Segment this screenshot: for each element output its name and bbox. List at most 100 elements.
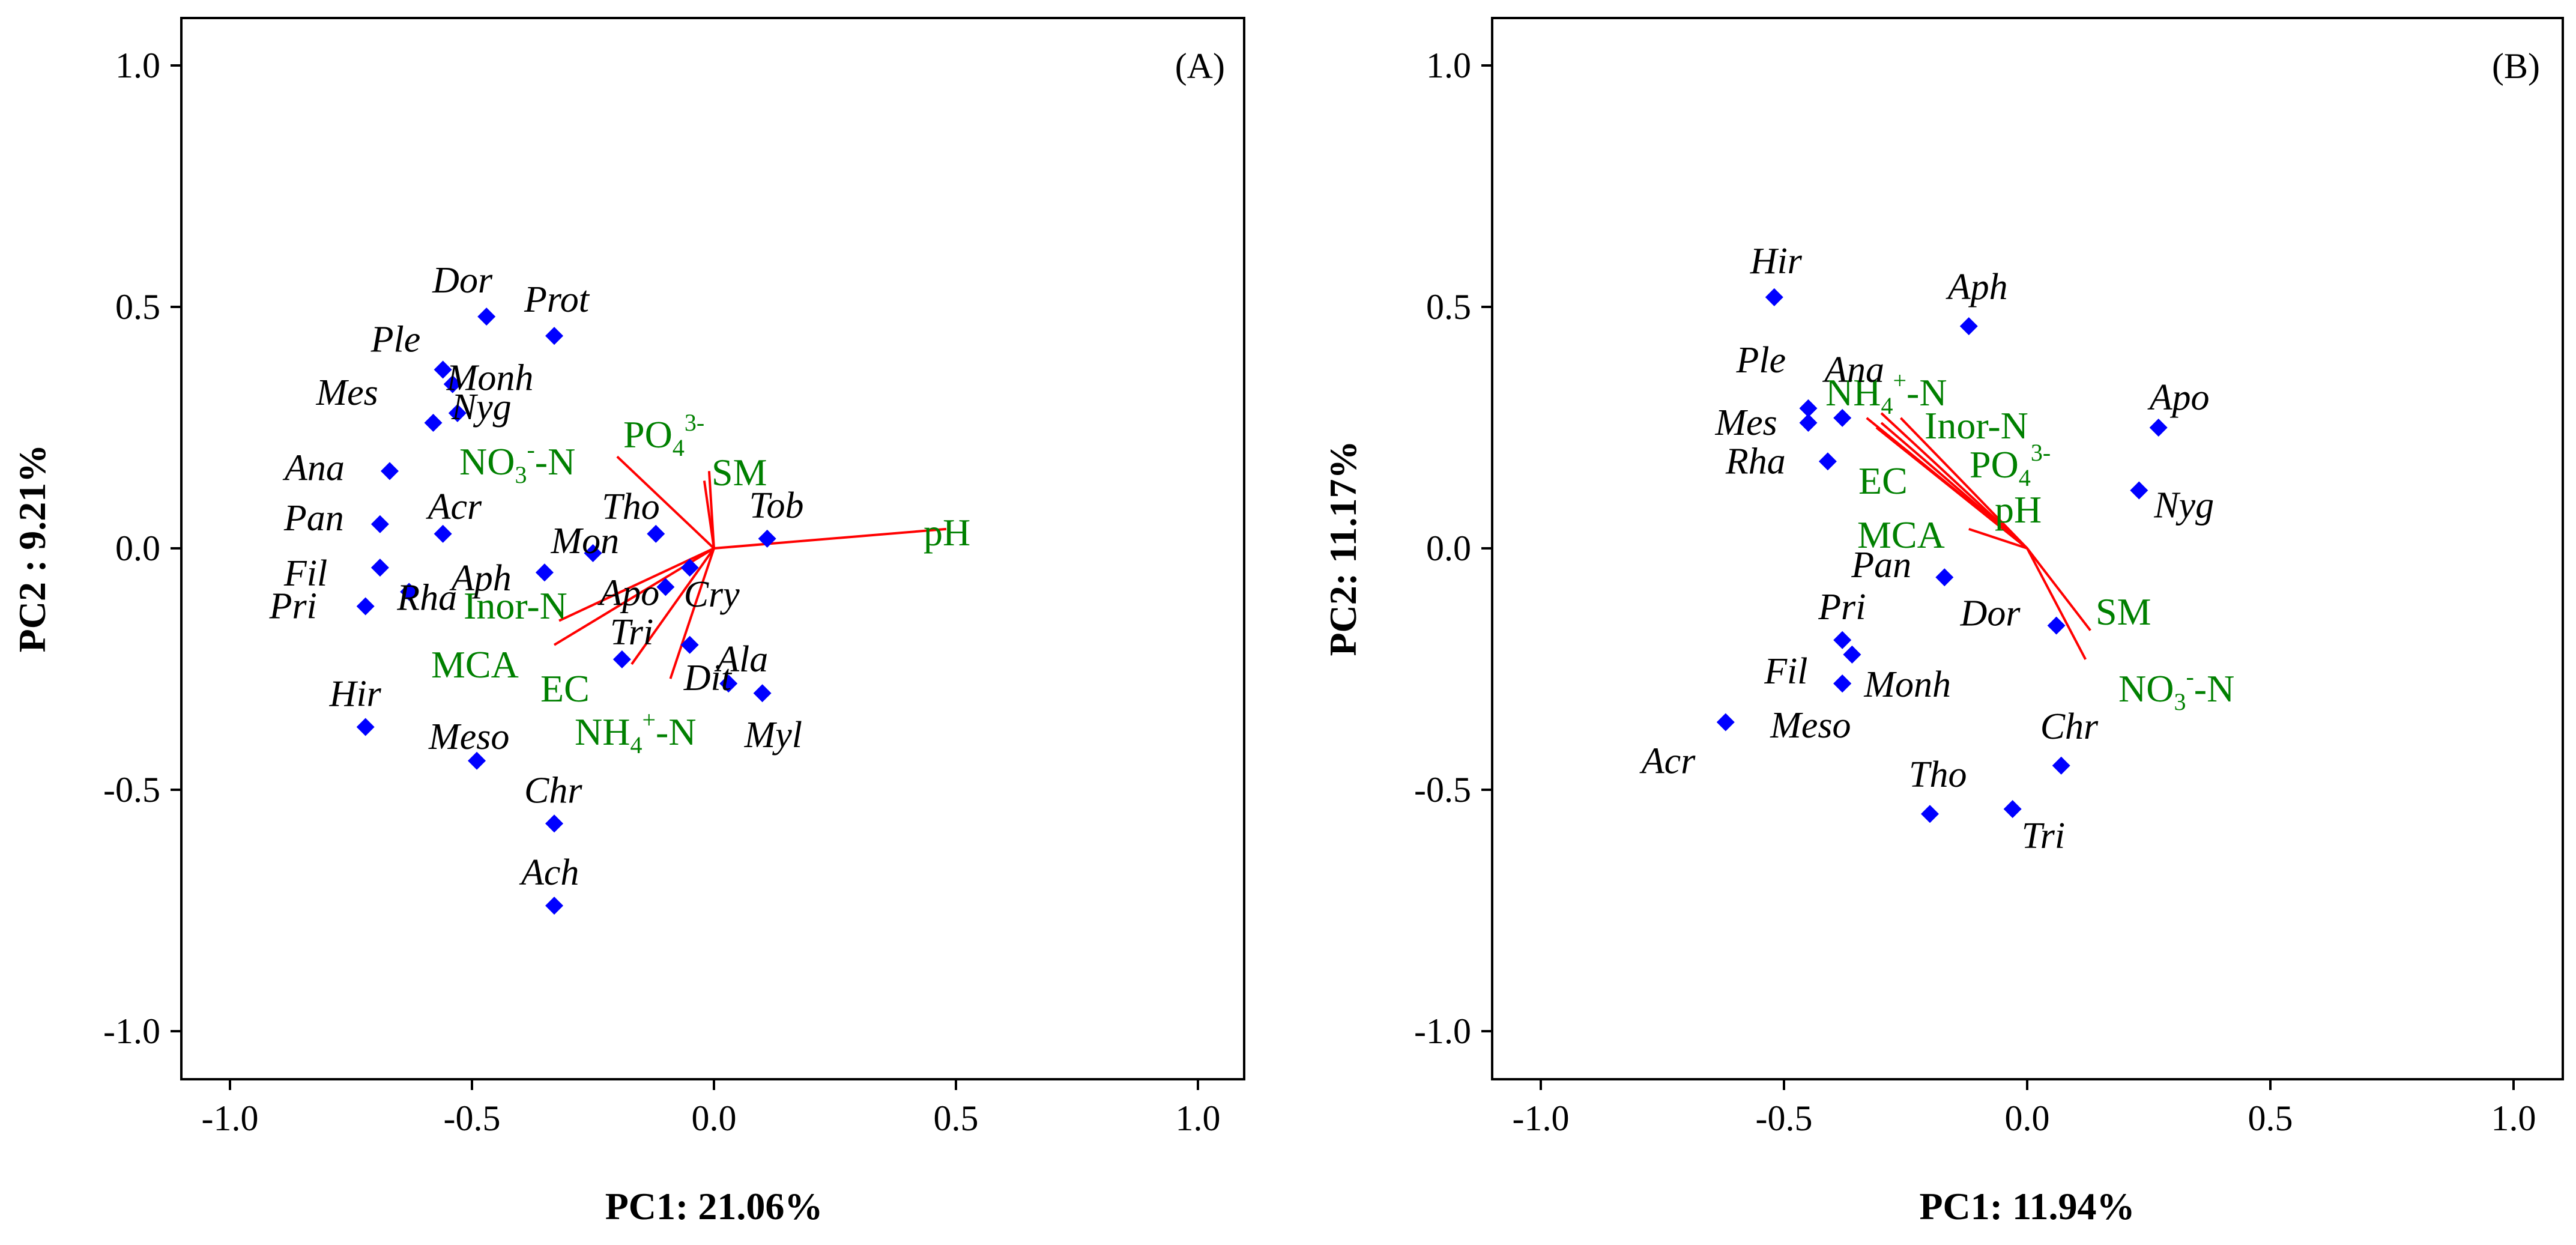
species-point	[753, 684, 772, 703]
species-label: Ple	[370, 320, 421, 360]
loading-vector	[1899, 417, 2028, 550]
species-label: Pri	[1818, 587, 1866, 628]
species-point	[380, 462, 399, 480]
species-point	[448, 404, 467, 422]
species-label: Chr	[524, 770, 582, 811]
species-label: Fil	[1764, 651, 1807, 692]
species-point	[2052, 756, 2070, 775]
species-label: Apo	[2147, 377, 2210, 418]
y-tick-label: 0.0	[115, 529, 160, 568]
species-point	[545, 896, 564, 915]
species-label: Aph	[449, 558, 512, 599]
loading-vector	[669, 548, 715, 679]
species-label: Tri	[2022, 816, 2065, 856]
panel-label: (B)	[2492, 46, 2540, 86]
x-tick-label: 0.5	[2248, 1098, 2293, 1138]
species-point	[2149, 419, 2168, 437]
species-point	[545, 814, 564, 833]
species-point	[647, 524, 665, 543]
variable-label: MCA	[1857, 513, 1945, 556]
x-tick-label: -1.0	[1513, 1098, 1570, 1138]
species-point	[719, 674, 738, 693]
species-label: Ple	[1736, 340, 1786, 381]
species-label: Dor	[1960, 593, 2021, 634]
species-label: Monh	[1863, 664, 1951, 705]
species-points	[356, 307, 776, 915]
species-point	[2003, 800, 2022, 819]
species-label: Ana	[282, 447, 345, 488]
species-point	[1833, 674, 1852, 693]
species-point	[356, 597, 375, 616]
species-point	[477, 307, 496, 326]
species-point	[1959, 317, 1978, 336]
species-point	[370, 559, 389, 577]
variable-label: NO3--N	[459, 436, 575, 488]
species-label: Dor	[432, 260, 493, 301]
x-tick-label: -0.5	[444, 1098, 501, 1138]
y-tick-label: 0.5	[1426, 287, 1471, 327]
species-label: Mes	[1715, 402, 1777, 443]
variable-label: SM	[2096, 590, 2151, 633]
species-point	[680, 559, 699, 577]
loading-vector	[2026, 547, 2091, 631]
variable-label: NO3--N	[2118, 663, 2234, 715]
panel-label: (A)	[1175, 46, 1225, 86]
species-point	[356, 718, 375, 736]
variable-label: Inor-N	[1924, 404, 2028, 447]
biplot-panel-b: (B) PC1: 11.94% PC2: 11.17% -1.0 -0.5 0.0 0…	[1322, 17, 2564, 1228]
species-label: Chr	[2040, 706, 2099, 747]
y-axis-title: PC2: 11.17%	[1322, 440, 1364, 656]
species-label: Pan	[1851, 545, 1911, 586]
species-label: Pri	[269, 586, 317, 626]
y-tick-label: -1.0	[103, 1011, 160, 1051]
species-label: Monh	[446, 358, 534, 399]
species-label: Tho	[1909, 754, 1967, 795]
variable-label: Inor-N	[464, 584, 567, 627]
species-label: Nyg	[2153, 485, 2214, 526]
x-tick-label: -0.5	[1756, 1098, 1813, 1138]
species-point	[1935, 568, 1954, 587]
species-point	[443, 375, 462, 393]
variable-label: PO43-	[1970, 439, 2051, 491]
species-label: Meso	[428, 716, 509, 757]
species-label: Prot	[524, 279, 590, 320]
species-label: Meso	[1770, 705, 1851, 746]
species-label: Ana	[1822, 350, 1884, 390]
species-label: Tob	[749, 485, 804, 526]
loading-vector	[630, 547, 715, 665]
species-point	[370, 515, 389, 533]
species-point	[680, 635, 699, 654]
species-label: Acr	[1639, 741, 1696, 781]
variable-label: pH	[1995, 488, 2042, 531]
variable-label: pH	[924, 511, 970, 554]
species-label: Ach	[519, 852, 579, 893]
species-point	[656, 578, 675, 596]
y-tick-label: -0.5	[103, 770, 160, 810]
species-point	[1765, 288, 1783, 306]
variable-label: PO43-	[623, 409, 704, 461]
species-point	[1799, 399, 1818, 417]
species-point	[584, 544, 602, 563]
loading-vector	[616, 455, 715, 550]
species-label: Rha	[1725, 441, 1786, 482]
loading-vectors	[1866, 412, 2091, 660]
species-point	[2047, 616, 2066, 635]
species-point	[1843, 645, 1861, 664]
x-axis-title: PC1: 11.94%	[1919, 1185, 2135, 1228]
species-label: Mon	[551, 521, 620, 562]
y-axis-title: PC2 : 9.21%	[11, 444, 53, 653]
species-label: Tri	[610, 612, 653, 653]
species-label: Fil	[283, 553, 327, 594]
species-point	[535, 563, 554, 582]
axis-ticks: -1.0 -0.5 0.0 0.5 1.0 1.0 0.5 0.0 -0.5 -1.0	[103, 46, 1220, 1138]
species-point	[612, 650, 631, 668]
species-point	[1833, 631, 1852, 649]
x-tick-label: 0.0	[692, 1098, 737, 1138]
loading-vector	[2026, 548, 2087, 660]
y-tick-label: 0.0	[1426, 529, 1471, 568]
variable-label: MCA	[431, 643, 519, 686]
loading-vector	[1880, 412, 2028, 550]
